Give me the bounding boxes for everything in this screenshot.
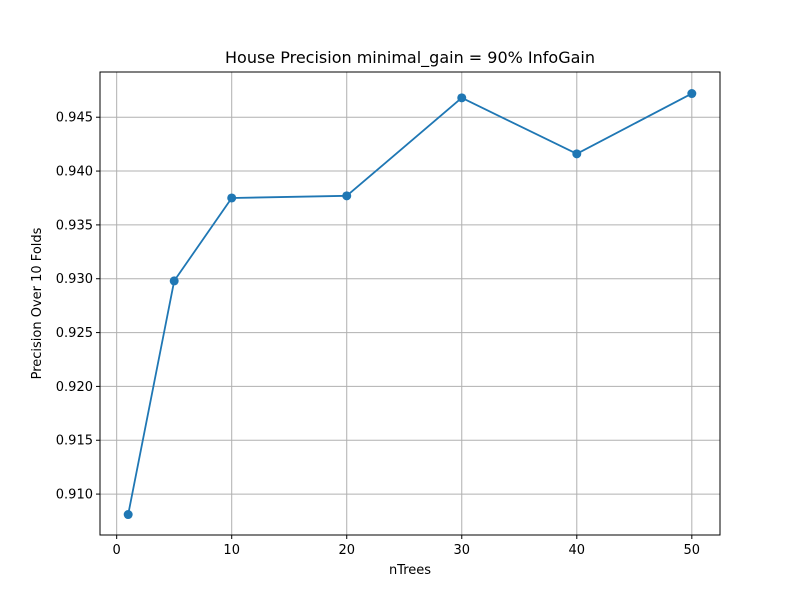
y-tick-label: 0.935 bbox=[56, 218, 93, 233]
ticks: 0 10 20 30 40 50 0.910 0.915 0.920 0.925 0.930 0.93… bbox=[56, 111, 700, 558]
axes-frame bbox=[99, 71, 721, 536]
series-line-group bbox=[123, 89, 697, 520]
data-point bbox=[227, 193, 237, 203]
x-tick-label: 30 bbox=[453, 543, 470, 558]
x-axis-label: nTrees bbox=[389, 563, 431, 578]
x-tick-label: 20 bbox=[338, 543, 355, 558]
y-tick-label: 0.915 bbox=[56, 434, 93, 449]
data-point bbox=[457, 93, 467, 103]
x-tick-label: 40 bbox=[569, 543, 586, 558]
grid bbox=[100, 72, 720, 535]
y-tick-label: 0.910 bbox=[56, 488, 93, 503]
y-axis-label: Precision Over 10 Folds bbox=[30, 227, 45, 379]
chart-title: House Precision minimal_gain = 90% InfoG… bbox=[225, 48, 595, 68]
y-tick-label: 0.940 bbox=[56, 165, 93, 180]
data-point bbox=[123, 510, 133, 520]
data-point bbox=[169, 276, 179, 286]
y-tick-label: 0.920 bbox=[56, 380, 93, 395]
data-point bbox=[687, 89, 697, 99]
y-tick-label: 0.945 bbox=[56, 111, 93, 126]
y-tick-label: 0.930 bbox=[56, 272, 93, 287]
x-tick-label: 10 bbox=[223, 543, 240, 558]
x-tick-label: 0 bbox=[113, 543, 121, 558]
y-tick-label: 0.925 bbox=[56, 326, 93, 341]
data-point bbox=[342, 191, 352, 201]
x-tick-label: 50 bbox=[684, 543, 701, 558]
data-point bbox=[572, 149, 582, 159]
